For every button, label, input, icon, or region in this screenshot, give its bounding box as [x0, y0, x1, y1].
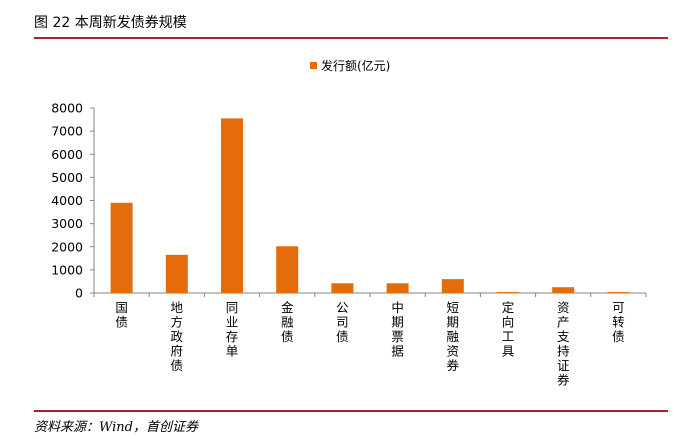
- x-tick-label: 地方政府债: [171, 300, 184, 373]
- x-tick-label: 可转债: [612, 300, 625, 344]
- y-tick-label: 2000: [51, 239, 83, 254]
- x-tick-labels: 国债 地方政府债 同业存单 金融债 公司债 中期票据 短期融资券 定向工具 资产支持证券 可转债: [115, 300, 624, 388]
- bar: [331, 283, 354, 293]
- source-note: 资料来源：Wind，首创证券: [34, 420, 198, 435]
- bar: [276, 246, 299, 293]
- y-tick-label: 4000: [51, 193, 83, 208]
- y-tick-label: 3000: [51, 216, 83, 231]
- y-tick-label: 0: [75, 286, 83, 301]
- footer-rule: [34, 410, 668, 412]
- title-rule: [34, 37, 668, 39]
- bar: [552, 287, 575, 293]
- y-tick-label: 1000: [51, 262, 83, 277]
- y-tick-label: 8000: [51, 101, 83, 116]
- y-tick-label: 5000: [51, 170, 83, 185]
- chart-legend: 发行额(亿元): [310, 58, 390, 73]
- bar: [221, 118, 243, 293]
- x-tick-label: 资产支持证券: [557, 300, 570, 388]
- x-tick-label: 定向工具: [502, 300, 515, 359]
- bar: [441, 279, 464, 293]
- bar: [110, 202, 133, 293]
- bar: [497, 292, 519, 293]
- y-tick-label: 7000: [51, 124, 83, 139]
- x-tick-label: 中期票据: [391, 300, 404, 359]
- bar: [607, 292, 630, 293]
- x-tick-label: 同业存单: [226, 300, 239, 359]
- x-axis: [93, 292, 647, 297]
- bar: [165, 254, 188, 293]
- x-tick-label: 公司债: [336, 300, 349, 344]
- figure-title: 图 22 本周新发债券规模: [34, 15, 187, 31]
- bar: [386, 283, 409, 293]
- y-tick-label: 6000: [51, 147, 83, 162]
- y-axis: 0 1000 2000 3000 4000 5000 6000 7000 8000: [51, 101, 95, 301]
- bar-series: [110, 118, 630, 293]
- legend-label: 发行额(亿元): [321, 58, 390, 73]
- legend-swatch: [310, 62, 317, 69]
- x-tick-label: 短期融资券: [447, 300, 460, 373]
- x-tick-label: 金融债: [281, 300, 294, 344]
- x-tick-label: 国债: [115, 300, 128, 330]
